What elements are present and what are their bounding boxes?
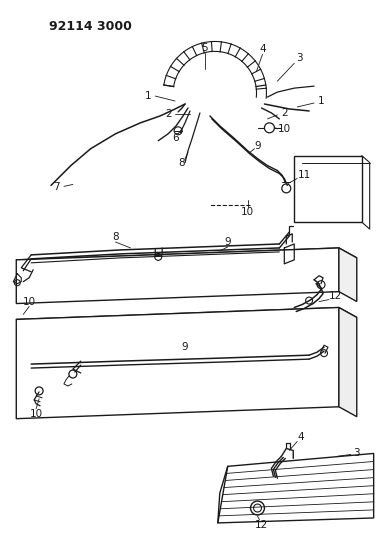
Polygon shape bbox=[16, 248, 357, 270]
Text: 8: 8 bbox=[112, 232, 119, 242]
Text: 4: 4 bbox=[298, 432, 304, 441]
Text: 8: 8 bbox=[179, 158, 186, 167]
Text: 6: 6 bbox=[172, 133, 178, 143]
Text: 10: 10 bbox=[241, 207, 254, 217]
Text: 1: 1 bbox=[145, 91, 152, 101]
Text: 11: 11 bbox=[298, 171, 311, 181]
Text: 5: 5 bbox=[202, 43, 208, 53]
Text: 92114 3000: 92114 3000 bbox=[49, 20, 132, 33]
Text: 1: 1 bbox=[318, 96, 324, 106]
Polygon shape bbox=[218, 454, 374, 523]
Text: 10: 10 bbox=[278, 124, 291, 134]
Text: 3: 3 bbox=[296, 53, 303, 63]
Text: 9: 9 bbox=[254, 141, 261, 151]
Polygon shape bbox=[339, 248, 357, 302]
Polygon shape bbox=[16, 308, 339, 419]
Text: 12: 12 bbox=[328, 290, 341, 301]
Text: 7: 7 bbox=[53, 182, 59, 192]
Text: 3: 3 bbox=[354, 448, 360, 458]
Text: 12: 12 bbox=[255, 520, 268, 530]
Text: 2: 2 bbox=[281, 108, 288, 118]
Text: 4: 4 bbox=[259, 44, 266, 54]
Polygon shape bbox=[339, 308, 357, 417]
Polygon shape bbox=[16, 248, 339, 303]
Text: 10: 10 bbox=[30, 409, 43, 419]
Polygon shape bbox=[16, 308, 357, 329]
Text: 9: 9 bbox=[224, 237, 231, 247]
Text: 2: 2 bbox=[165, 109, 171, 119]
Text: 10: 10 bbox=[22, 296, 36, 306]
Text: 9: 9 bbox=[182, 342, 188, 352]
